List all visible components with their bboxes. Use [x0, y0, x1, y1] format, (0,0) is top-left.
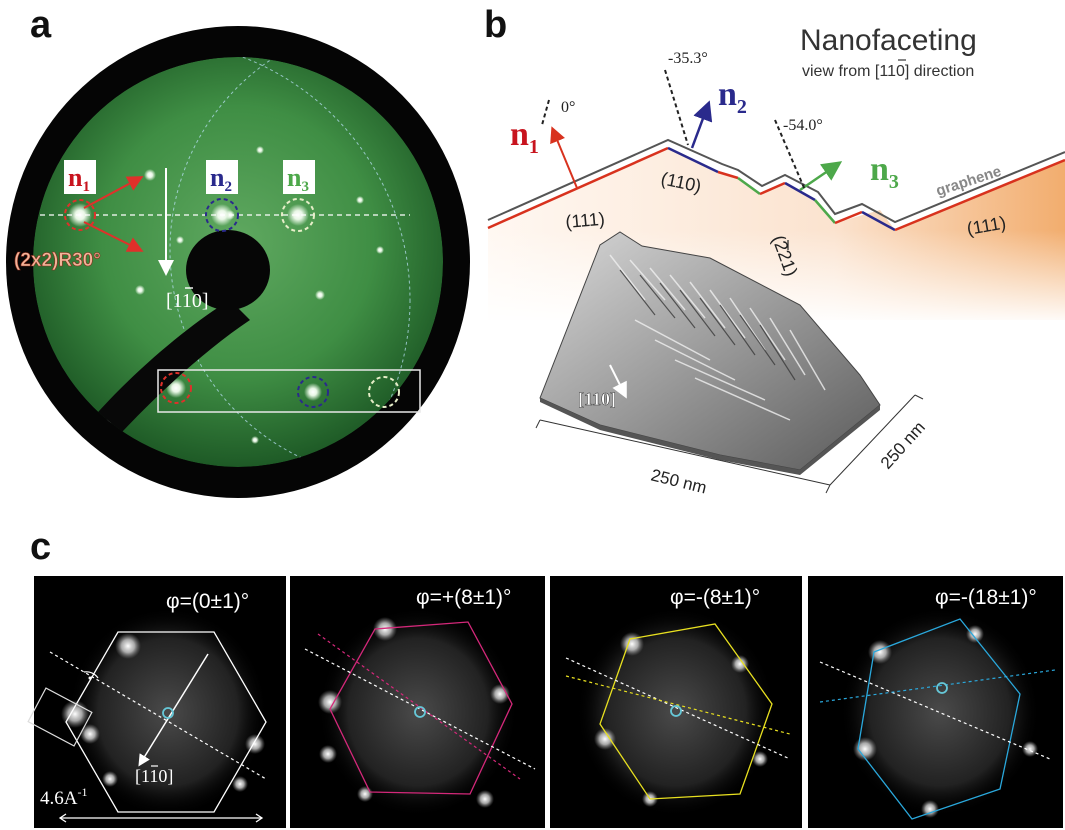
direction-label-a: [110]: [166, 290, 209, 312]
stm-image: [539, 231, 881, 475]
facet-label-111-left: (111): [565, 209, 606, 232]
normal-label-n2: n2: [718, 76, 747, 118]
nanofaceting-diagram: Nanofaceting view from [110] direction g…: [487, 24, 1065, 498]
axis-label-x: 250 nm: [649, 465, 709, 497]
graphene-layer: [487, 138, 1065, 224]
angle-label-0: 0°: [561, 99, 575, 116]
diffraction-subpanel-2: [290, 576, 545, 828]
phi-label-3: φ=-(8±1)°: [670, 586, 760, 609]
diffraction-subpanel-4: [808, 576, 1063, 828]
panel-b-title: Nanofaceting: [800, 24, 977, 57]
spot-n3-ring: [281, 198, 315, 232]
panel-b-subtitle: view from [110] direction: [802, 63, 974, 80]
spot-box: [157, 369, 421, 413]
angle-label-54: -54.0°: [783, 117, 823, 134]
diffraction-panels: φ=(0±1)° [110] 4.6A-1 φ=+(8±1)° φ=-(8±1)…: [27, 576, 1063, 828]
reconstruction-label: (2x2)R30°: [14, 250, 101, 271]
diffraction-subpanel-1: [27, 576, 286, 828]
phi-label-4: φ=-(18±1)°: [935, 586, 1037, 609]
direction-label-c: [110]: [135, 766, 173, 786]
stm-direction-label: [110]: [578, 389, 616, 409]
normal-label-n3: n3: [870, 151, 899, 193]
spot-label-n2: n2: [210, 163, 232, 195]
axis-label-y: 250 nm: [877, 418, 929, 473]
angle-label-35: -35.3°: [668, 50, 708, 67]
panel-letter-a: a: [30, 4, 52, 46]
diffraction-subpanel-3: [550, 576, 802, 828]
spot-label-n3: n3: [287, 163, 309, 195]
spot-n2-ring: [205, 198, 239, 232]
panel-letter-c: c: [30, 526, 52, 568]
panel-letter-b: b: [484, 4, 508, 46]
phi-label-2: φ=+(8±1)°: [416, 586, 511, 609]
normal-label-n1: n1: [510, 116, 539, 158]
leed-pattern: n1 n2 n3 (2x2)R30° [110]: [6, 26, 470, 498]
spot-n1-ring: [64, 199, 96, 231]
scale-label: 4.6A-1: [40, 785, 87, 809]
phi-label-1: φ=(0±1)°: [166, 590, 249, 613]
spot-label-n1: n1: [68, 163, 90, 195]
